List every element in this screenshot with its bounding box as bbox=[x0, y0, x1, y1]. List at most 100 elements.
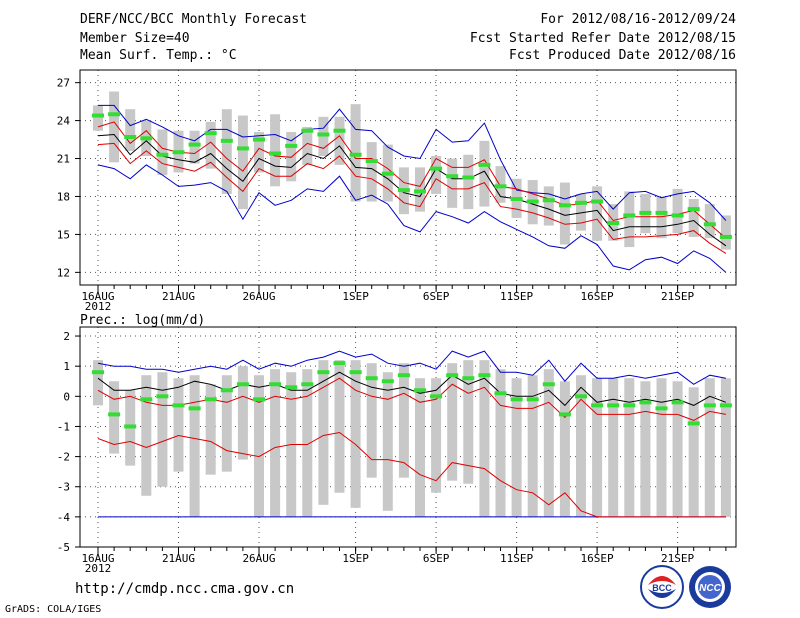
ensemble-box bbox=[270, 369, 281, 517]
median-marker bbox=[494, 391, 507, 396]
grads-credit: GrADS: COLA/IGES bbox=[5, 604, 102, 615]
median-marker bbox=[156, 152, 169, 157]
median-marker bbox=[558, 412, 571, 417]
median-marker bbox=[655, 406, 668, 411]
median-marker bbox=[478, 373, 491, 378]
y-tick-label: 18 bbox=[57, 190, 70, 203]
median-marker bbox=[542, 198, 555, 203]
median-marker bbox=[92, 113, 104, 118]
x-tick-label: 11SEP bbox=[500, 290, 533, 303]
median-marker bbox=[333, 361, 346, 366]
median-marker bbox=[671, 213, 684, 218]
y-tick-label: 24 bbox=[57, 115, 71, 128]
ensemble-box bbox=[431, 378, 442, 493]
ensemble-box bbox=[366, 363, 377, 478]
precip-panel-title: Prec.: log(mm/d) bbox=[80, 313, 205, 328]
member-size-label: Member Size=40 bbox=[80, 31, 190, 46]
median-marker bbox=[204, 131, 217, 136]
ensemble-box bbox=[398, 363, 409, 478]
median-marker bbox=[269, 151, 282, 156]
ensemble-mean-line bbox=[97, 371, 727, 407]
website-url[interactable]: http://cmdp.ncc.cma.gov.cn bbox=[75, 581, 295, 597]
ensemble-box bbox=[688, 199, 699, 237]
ensemble-box bbox=[350, 360, 361, 508]
ensemble-box bbox=[415, 378, 425, 517]
ncc-logo-text: NCC bbox=[699, 583, 721, 594]
ensemble-box bbox=[286, 131, 297, 182]
ensemble-box bbox=[672, 188, 683, 234]
median-marker bbox=[462, 376, 475, 381]
ensemble-box bbox=[318, 360, 329, 505]
median-marker bbox=[365, 159, 378, 164]
forecast-produced-label: Fcst Produced Date 2012/08/16 bbox=[509, 48, 736, 63]
ensemble-box bbox=[576, 193, 586, 231]
ensemble-box bbox=[237, 115, 248, 210]
ensemble-box bbox=[302, 369, 313, 517]
x-tick-label: 21SEP bbox=[661, 552, 694, 565]
median-marker bbox=[140, 397, 153, 402]
ensemble-box bbox=[302, 126, 313, 165]
ensemble-box bbox=[125, 109, 136, 151]
envelope-max-line bbox=[97, 350, 726, 385]
x-tick-year: 2012 bbox=[85, 562, 112, 575]
ensemble-box bbox=[447, 158, 458, 208]
median-marker bbox=[172, 403, 185, 408]
median-marker bbox=[317, 132, 330, 137]
plot-frame bbox=[79, 69, 737, 286]
median-marker bbox=[220, 138, 233, 143]
ensemble-box bbox=[527, 375, 538, 517]
x-tick-year: 2012 bbox=[85, 300, 112, 313]
ensemble-box bbox=[463, 154, 474, 210]
median-marker bbox=[381, 171, 394, 176]
x-tick-label: 6SEP bbox=[423, 552, 450, 565]
median-marker bbox=[703, 222, 716, 227]
median-marker bbox=[236, 382, 249, 387]
ensemble-box bbox=[576, 375, 586, 517]
y-tick-label: -5 bbox=[57, 541, 70, 554]
ensemble-box bbox=[559, 381, 570, 517]
ensemble-box bbox=[704, 378, 715, 517]
variable-label: Mean Surf. Temp.: °C bbox=[80, 48, 237, 63]
y-tick-label: 15 bbox=[57, 228, 70, 241]
y-tick-label: 21 bbox=[57, 153, 70, 166]
x-tick-label: 21SEP bbox=[661, 290, 694, 303]
ensemble-box bbox=[656, 378, 667, 517]
median-marker bbox=[301, 382, 314, 387]
median-marker bbox=[204, 397, 217, 402]
ensemble-box bbox=[189, 130, 200, 164]
median-marker bbox=[414, 388, 426, 393]
ensemble-box bbox=[559, 182, 570, 245]
x-tick-label: 1SEP bbox=[342, 552, 369, 565]
ensemble-box bbox=[479, 140, 490, 207]
median-marker bbox=[671, 400, 684, 405]
ensemble-box bbox=[173, 378, 184, 472]
spread-upper-line bbox=[97, 377, 726, 421]
ensemble-box bbox=[270, 114, 281, 187]
ensemble-box bbox=[704, 204, 715, 239]
median-marker bbox=[188, 406, 201, 411]
ensemble-box bbox=[543, 186, 554, 226]
x-tick-label: 16AUG bbox=[81, 552, 114, 565]
ensemble-box bbox=[656, 196, 667, 239]
ensemble-box bbox=[221, 375, 232, 472]
median-marker bbox=[494, 184, 507, 189]
ncc-logo: NCC bbox=[689, 566, 731, 608]
median-marker bbox=[430, 394, 443, 399]
ensemble-box bbox=[205, 384, 216, 475]
ensemble-box bbox=[447, 363, 458, 481]
median-marker bbox=[526, 397, 539, 402]
ensemble-box bbox=[463, 360, 474, 484]
median-marker bbox=[591, 403, 604, 408]
x-tick-label: 26AUG bbox=[242, 290, 275, 303]
ensemble-box bbox=[366, 142, 377, 202]
y-tick-label: -4 bbox=[57, 511, 71, 524]
median-marker bbox=[687, 207, 700, 212]
ensemble-box bbox=[205, 121, 216, 169]
median-marker bbox=[623, 213, 636, 218]
y-tick-label: 2 bbox=[63, 330, 70, 343]
ensemble-box bbox=[640, 381, 651, 517]
median-marker bbox=[285, 143, 298, 148]
